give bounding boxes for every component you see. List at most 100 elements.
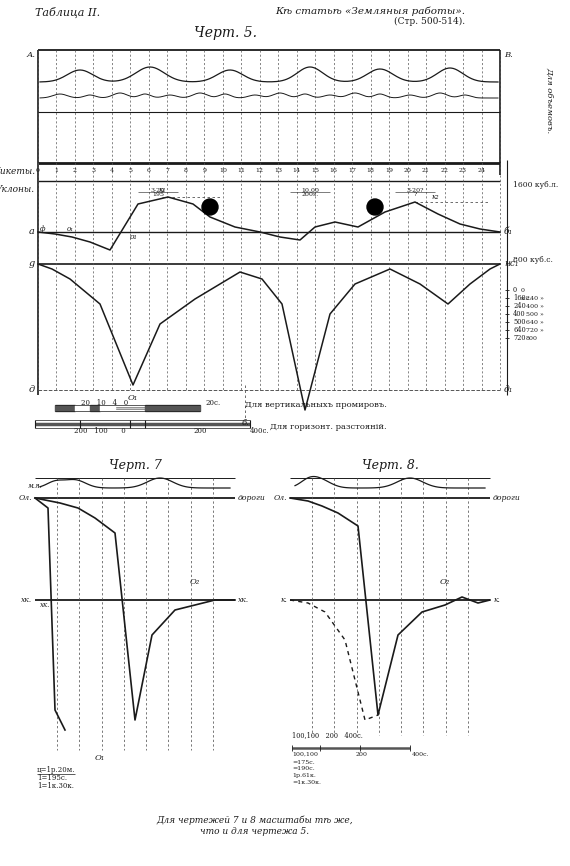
Text: 10: 10	[219, 167, 227, 172]
Text: 11: 11	[237, 167, 245, 172]
Text: д: д	[29, 385, 35, 395]
Text: ф: ф	[40, 225, 46, 233]
Text: 0: 0	[521, 288, 525, 293]
Bar	[100, 405, 115, 411]
Text: 19: 19	[385, 167, 393, 172]
Text: O₂: O₂	[440, 578, 450, 586]
Text: 7: 7	[165, 167, 169, 172]
Text: O₁: O₁	[95, 754, 105, 762]
Text: 20: 20	[404, 167, 412, 172]
Text: б.: б.	[241, 419, 249, 427]
Text: 3: 3	[91, 167, 95, 172]
Text: o₁: o₁	[67, 225, 74, 233]
Text: Ол.: Ол.	[18, 494, 32, 502]
Text: 400с.: 400с.	[250, 427, 270, 435]
Text: 17: 17	[348, 167, 356, 172]
Text: нс₁: нс₁	[504, 260, 519, 268]
Text: 24: 24	[478, 167, 486, 172]
Text: 400: 400	[513, 310, 526, 318]
Text: ц=1р.20м.: ц=1р.20м.	[37, 766, 75, 774]
Bar	[75, 405, 90, 411]
Text: 1р.61к.: 1р.61к.	[292, 773, 316, 779]
Text: 200: 200	[193, 427, 207, 435]
Text: 18: 18	[367, 167, 374, 172]
Text: 15: 15	[311, 167, 319, 172]
Text: дороги: дороги	[238, 494, 266, 502]
Text: хк.: хк.	[238, 596, 249, 604]
Text: 0: 0	[513, 286, 517, 294]
Text: 800 куб.с.: 800 куб.с.	[513, 256, 553, 264]
Text: 240: 240	[513, 302, 526, 310]
Text: хк.: хк.	[40, 601, 50, 609]
Text: Для чертежей 7 и 8 масштабы тѣ же,: Для чертежей 7 и 8 масштабы тѣ же,	[157, 815, 353, 824]
Text: 5: 5	[128, 167, 132, 172]
Bar	[90, 405, 100, 411]
Text: хк.: хк.	[21, 596, 32, 604]
Text: 500 »: 500 »	[526, 312, 544, 316]
Text: ?: ?	[413, 192, 417, 197]
Text: a: a	[29, 228, 35, 236]
Circle shape	[202, 199, 218, 215]
Text: 22: 22	[441, 167, 449, 172]
Text: к₂: к₂	[431, 193, 439, 201]
Text: =175с.: =175с.	[292, 759, 315, 765]
Text: 240 »: 240 »	[526, 295, 544, 301]
Text: 4: 4	[110, 167, 114, 172]
Text: 10.00: 10.00	[301, 188, 319, 192]
Text: 400 »: 400 »	[526, 303, 544, 308]
Text: 1: 1	[55, 167, 59, 172]
Text: 1 б: 1 б	[203, 203, 217, 211]
Text: 100,100   200   400с.: 100,100 200 400с.	[292, 731, 363, 739]
Text: =1к.30к.: =1к.30к.	[292, 780, 321, 785]
Text: 720 »: 720 »	[526, 327, 544, 333]
Text: 2 А: 2 А	[368, 203, 382, 211]
Text: (Стр. 500-514).: (Стр. 500-514).	[394, 16, 466, 26]
Text: Уклоны.: Уклоны.	[0, 184, 35, 193]
Text: 2: 2	[73, 167, 77, 172]
Text: 6: 6	[147, 167, 151, 172]
Text: 200: 200	[356, 752, 368, 757]
Bar	[145, 405, 200, 411]
Circle shape	[367, 199, 383, 215]
Text: 160: 160	[513, 294, 526, 302]
Text: 200s.: 200s.	[302, 192, 319, 197]
Text: 20   10   4   0: 20 10 4 0	[82, 399, 129, 407]
Text: 200   100      0: 200 100 0	[74, 427, 126, 435]
Text: 8: 8	[184, 167, 188, 172]
Text: O₂: O₂	[190, 578, 200, 586]
Text: Черт. 8.: Черт. 8.	[361, 458, 418, 471]
Text: 1=195с.: 1=195с.	[37, 774, 67, 782]
Text: O₁: O₁	[128, 394, 138, 402]
Text: Для объемовъ.: Для объемовъ.	[545, 67, 553, 133]
Text: 800: 800	[526, 335, 538, 340]
Text: 400с.: 400с.	[412, 752, 430, 757]
Text: 20с.: 20с.	[205, 399, 220, 407]
Text: 0: 0	[36, 167, 40, 172]
Text: 500: 500	[513, 318, 526, 326]
Text: Кѣ статьѣ «Земляныя работы».: Кѣ статьѣ «Земляныя работы».	[275, 6, 465, 16]
Text: 195: 195	[152, 192, 164, 197]
Text: 21: 21	[422, 167, 430, 172]
Text: o₁: o₁	[129, 233, 137, 241]
Text: Черт. 7: Черт. 7	[108, 458, 161, 471]
Text: к₁: к₁	[158, 186, 166, 194]
Text: g: g	[28, 260, 35, 268]
Text: 100,100: 100,100	[292, 752, 318, 757]
Text: 12: 12	[256, 167, 264, 172]
Text: =190с.: =190с.	[292, 766, 315, 772]
Text: Черт. 5.: Черт. 5.	[193, 26, 256, 40]
Text: Ол.: Ол.	[274, 494, 287, 502]
Text: Для горизонт. разстояній.: Для горизонт. разстояній.	[270, 423, 386, 431]
Text: к.с.: к.с.	[521, 295, 532, 301]
Text: что и для чертежа 5.: что и для чертежа 5.	[201, 826, 310, 836]
Text: 3-20?: 3-20?	[406, 188, 424, 192]
Text: В.: В.	[504, 51, 513, 59]
Text: м.я.: м.я.	[27, 482, 42, 490]
Text: Пикеты.: Пикеты.	[0, 166, 35, 176]
Text: б₁: б₁	[504, 228, 513, 236]
Text: к.: к.	[280, 596, 287, 604]
Text: к.: к.	[493, 596, 500, 604]
Bar	[55, 405, 75, 411]
Text: д₁: д₁	[504, 385, 514, 395]
Text: А.: А.	[26, 51, 35, 59]
